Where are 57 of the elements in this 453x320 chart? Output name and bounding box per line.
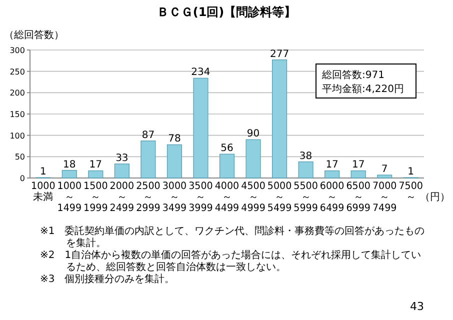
chart-title: ＢＣＧ(1回)【問診料等】 xyxy=(156,4,298,21)
text: ※2 1自治体から複数の単価の回答があった場合には、それぞれ採用して集計しているため、総回答数と回答自治体数は一致しない。 xyxy=(40,250,422,274)
bar xyxy=(114,164,130,178)
data-label: 78 xyxy=(168,134,181,145)
x-tick-label: 5000～5499 xyxy=(267,181,293,214)
bar xyxy=(88,170,104,178)
y-axis-title: （総回答数） xyxy=(4,29,64,41)
data-label: 38 xyxy=(299,150,312,162)
x-tick-label: 2500～2999 xyxy=(136,181,162,214)
annotation: 平均金額:4,220円 xyxy=(322,83,404,95)
x-tick-label: 4000～4499 xyxy=(214,181,240,214)
text: 43 xyxy=(410,300,424,313)
data-label: 17 xyxy=(352,160,365,171)
text: ※1 委託契約単価の内訳として、ワクチン代、問診料・事務費等の回答があったものを集計。 xyxy=(40,226,426,250)
x-tick-label: 5500～5999 xyxy=(294,181,320,214)
data-label: 7 xyxy=(381,164,388,176)
bar xyxy=(193,78,208,178)
x-tick-label: 3500～3999 xyxy=(188,181,214,214)
data-label: 90 xyxy=(246,128,260,140)
data-label: 277 xyxy=(270,48,290,60)
x-tick-label: 1000～1499 xyxy=(57,181,83,214)
x-tick-label: 1000未満 xyxy=(31,181,56,203)
bar xyxy=(219,154,235,178)
data-label: 56 xyxy=(220,143,234,154)
bar xyxy=(324,170,340,178)
x-tick-label: 6000～6499 xyxy=(320,181,346,214)
data-label: 1 xyxy=(408,166,414,178)
data-label: 33 xyxy=(116,152,128,164)
y-tick-label: 250 xyxy=(10,67,25,76)
y-tick-label: 300 xyxy=(10,46,25,55)
x-tick-label: 1500～1999 xyxy=(84,181,109,214)
y-tick-label: 200 xyxy=(10,88,25,98)
bar xyxy=(350,170,366,178)
x-tick-label: 6500～6999 xyxy=(346,181,372,214)
text: ※3 個別接種分のみを集計。 xyxy=(40,274,176,286)
annotation: 総回答数:971 xyxy=(321,69,384,81)
bar xyxy=(272,60,288,178)
y-tick-label: 100 xyxy=(10,131,25,140)
data-label: 87 xyxy=(142,130,155,141)
bar xyxy=(166,144,182,178)
data-label: 17 xyxy=(89,160,102,171)
x-tick-label: 2000～2499 xyxy=(110,181,136,214)
bar xyxy=(298,161,314,178)
y-tick-label: 150 xyxy=(10,110,25,119)
data-label: 1 xyxy=(40,166,46,178)
x-tick-label: 4500～4999 xyxy=(241,181,267,214)
bar xyxy=(377,174,392,178)
bar xyxy=(62,170,77,178)
data-label: 234 xyxy=(191,67,210,78)
bar xyxy=(246,139,261,178)
bar xyxy=(140,140,156,178)
x-tick-label: 3000～3499 xyxy=(162,181,188,214)
data-label: 17 xyxy=(326,160,338,171)
data-label: 18 xyxy=(63,159,76,170)
y-tick-label: 0 xyxy=(20,174,25,183)
y-tick-label: 50 xyxy=(14,152,25,162)
x-tick-label: 7000～7499 xyxy=(372,181,398,214)
